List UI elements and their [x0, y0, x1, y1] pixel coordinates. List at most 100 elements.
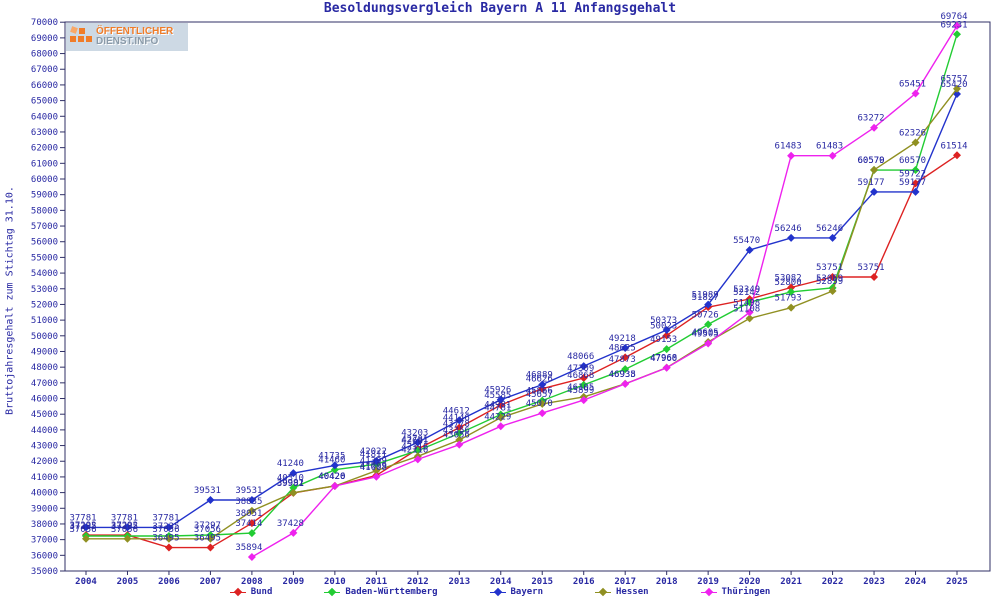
legend-label: Thüringen: [721, 587, 771, 597]
data-point-th-ringen: [455, 440, 464, 449]
data-point-label: 52142: [733, 288, 760, 298]
data-point-bayern: [745, 246, 754, 255]
data-point-label: 69231: [940, 20, 967, 30]
data-point-bayern: [413, 438, 422, 447]
y-tick-label: 70000: [31, 18, 58, 28]
y-tick-label: 66000: [31, 81, 58, 91]
data-point-label: 45585: [484, 391, 511, 401]
data-point-label: 50023: [650, 321, 677, 331]
data-point-bund: [787, 283, 796, 292]
y-tick-label: 47000: [31, 379, 58, 389]
data-point-label: 40420: [318, 472, 345, 482]
data-point-label: 53751: [816, 263, 843, 273]
data-point-baden-w-rttemberg: [455, 429, 464, 438]
data-point-th-ringen: [828, 151, 837, 160]
x-tick-label: 2007: [200, 577, 222, 587]
y-tick-label: 45000: [31, 410, 58, 420]
legend-label: Bayern: [510, 587, 544, 597]
y-tick-label: 48000: [31, 363, 58, 373]
data-point-baden-w-rttemberg: [579, 380, 588, 389]
data-point-label: 60579: [858, 156, 885, 166]
data-point-bayern: [289, 469, 298, 478]
data-point-bayern: [662, 325, 671, 334]
data-point-th-ringen: [704, 339, 713, 348]
data-point-label: 42116: [401, 445, 428, 455]
data-point-bayern: [787, 233, 796, 242]
data-point-label: 51108: [733, 304, 760, 314]
x-tick-label: 2025: [946, 577, 968, 587]
data-point-hessen: [372, 466, 381, 475]
x-tick-label: 2024: [905, 577, 927, 587]
legend-marker-icon: [595, 587, 612, 597]
data-point-label: 63272: [858, 114, 885, 124]
x-tick-label: 2012: [407, 577, 429, 587]
data-point-hessen: [911, 138, 920, 147]
data-point-bund: [662, 331, 671, 340]
y-tick-label: 44000: [31, 426, 58, 436]
data-point-th-ringen: [953, 21, 961, 30]
data-point-bayern: [247, 495, 256, 504]
data-point-label: 41460: [318, 456, 345, 466]
data-point-bund: [828, 272, 837, 281]
y-tick-label: 53000: [31, 285, 58, 295]
data-point-label: 41099: [360, 461, 387, 471]
data-point-label: 51989: [692, 291, 719, 301]
data-point-label: 46889: [526, 371, 553, 381]
data-point-th-ringen: [413, 455, 422, 464]
x-tick-label: 2015: [531, 577, 553, 587]
data-point-baden-w-rttemberg: [413, 446, 422, 455]
data-point-label: 39531: [194, 486, 221, 496]
legend-item-thueringen: Thüringen: [700, 587, 771, 597]
y-tick-label: 36000: [31, 551, 58, 561]
data-point-bayern: [206, 495, 215, 504]
data-point-label: 45926: [484, 386, 511, 396]
data-point-label: 41399: [360, 457, 387, 467]
y-tick-label: 65000: [31, 97, 58, 107]
x-tick-label: 2004: [75, 577, 97, 587]
data-point-label: 38051: [235, 509, 262, 519]
data-point-label: 43056: [443, 431, 470, 441]
data-point-label: 39992: [277, 479, 304, 489]
data-point-bund: [496, 401, 505, 410]
data-point-label: 62326: [899, 129, 926, 139]
data-point-bayern: [579, 362, 588, 371]
data-point-th-ringen: [870, 123, 879, 132]
y-tick-label: 54000: [31, 269, 58, 279]
y-tick-label: 64000: [31, 112, 58, 122]
x-tick-label: 2016: [573, 577, 595, 587]
data-point-label: 61514: [940, 141, 967, 151]
y-tick-label: 69000: [31, 34, 58, 44]
x-tick-label: 2018: [656, 577, 678, 587]
data-point-label: 50373: [650, 316, 677, 326]
y-tick-label: 46000: [31, 395, 58, 405]
data-point-label: 44146: [443, 414, 470, 424]
data-point-label: 41240: [277, 459, 304, 469]
data-point-th-ringen: [496, 422, 505, 431]
y-tick-label: 56000: [31, 238, 58, 248]
data-point-label: 47960: [650, 354, 677, 364]
y-tick-label: 59000: [31, 191, 58, 201]
data-point-label: 60570: [858, 156, 885, 166]
data-point-label: 41735: [318, 451, 345, 461]
data-point-label: 37235: [69, 522, 96, 532]
data-point-label: 37235: [152, 522, 179, 532]
data-point-bund: [247, 519, 256, 528]
x-tick-label: 2014: [490, 577, 512, 587]
y-tick-label: 40000: [31, 489, 58, 499]
data-point-label: 37235: [111, 522, 138, 532]
data-point-label: 65451: [899, 80, 926, 90]
data-point-hessen: [787, 303, 796, 312]
data-point-hessen: [538, 399, 547, 408]
y-tick-label: 62000: [31, 144, 58, 154]
y-tick-label: 50000: [31, 332, 58, 342]
data-point-label: 49505: [692, 330, 719, 340]
data-point-label: 49605: [692, 328, 719, 338]
data-point-label: 42781: [401, 435, 428, 445]
data-point-bayern: [372, 456, 381, 465]
legend-item-baden-wuerttemberg: Baden-Württemberg: [324, 587, 438, 597]
data-point-label: 53082: [775, 273, 802, 283]
legend-marker-icon: [229, 587, 246, 597]
data-point-label: 59177: [899, 178, 926, 188]
data-point-label: 46626: [526, 375, 553, 385]
